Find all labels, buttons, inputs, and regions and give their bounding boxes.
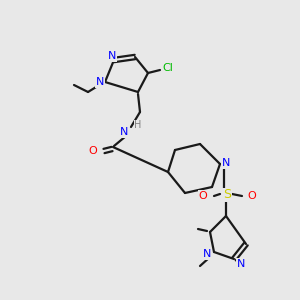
Text: N: N — [108, 51, 116, 61]
Text: H: H — [134, 120, 142, 130]
Text: O: O — [88, 146, 98, 156]
Text: O: O — [199, 191, 207, 201]
Text: N: N — [203, 249, 211, 259]
Text: N: N — [96, 77, 104, 87]
Text: Cl: Cl — [163, 63, 173, 73]
Text: O: O — [248, 191, 256, 201]
Text: N: N — [222, 158, 230, 168]
Text: N: N — [237, 259, 245, 269]
Text: N: N — [120, 127, 128, 137]
Text: S: S — [223, 188, 231, 202]
